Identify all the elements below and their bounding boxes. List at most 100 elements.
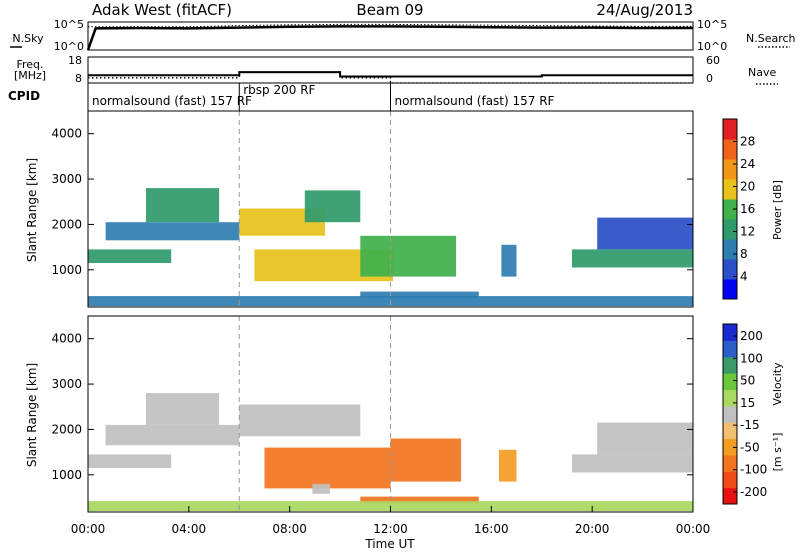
y-tick-label: 2000 [51, 217, 82, 231]
y-tick-label: 3000 [51, 172, 82, 186]
colorbar-tick-label: -50 [740, 440, 760, 454]
time-x-ticks: 00:00 04:00 08:00 12:00 16:00 20:00 00:00 [71, 506, 711, 536]
x-tick-label: 08:00 [272, 522, 307, 536]
beam-title: Beam 09 [356, 1, 423, 19]
colorbar-swatch [723, 340, 737, 358]
colorbar-swatch [723, 119, 737, 140]
colorbar-tick-label: 8 [740, 247, 748, 261]
data-region [572, 249, 693, 268]
data-region [304, 190, 361, 223]
nsky-label: N.Sky [12, 32, 44, 45]
colorbar-tick-label: 12 [740, 225, 755, 239]
velocity-colorbar-unit: [m s⁻¹] [771, 433, 784, 472]
colorbar-swatch [723, 487, 737, 505]
colorbar-swatch [723, 373, 737, 390]
colorbar-swatch [723, 389, 737, 407]
noise-left-tick-top: 10^5 [54, 18, 84, 31]
freq-left-tick-bottom: 8 [75, 72, 82, 85]
colorbar-swatch [723, 179, 737, 200]
y-tick-label: 4000 [51, 332, 82, 346]
colorbar-swatch [723, 454, 737, 472]
colorbar-swatch [723, 199, 737, 220]
colorbar-swatch [723, 139, 737, 160]
power-y-axis-label: Slant Range [km] [25, 158, 39, 262]
colorbar-swatch [723, 438, 737, 456]
x-tick-label: 16:00 [474, 522, 509, 536]
velocity-grid-lines [238, 316, 391, 512]
colorbar-tick-label: 20 [740, 180, 755, 194]
colorbar-tick-label: 15 [740, 396, 755, 410]
frequency-panel: 18 8 60 0 Freq. [MHz] Nave [14, 54, 778, 85]
x-tick-label: 00:00 [71, 522, 106, 536]
y-tick-label: 4000 [51, 127, 82, 141]
velocity-y-axis-label: Slant Range [km] [25, 363, 39, 467]
noise-right-tick-top: 10^5 [697, 18, 727, 31]
noise-right-tick-bottom: 10^0 [697, 40, 727, 53]
colorbar-tick-label: 24 [740, 157, 755, 171]
colorbar-tick-label: 100 [740, 351, 763, 365]
y-tick-label: 1000 [51, 263, 82, 277]
data-region [105, 222, 240, 241]
noise-panel-frame [87, 21, 694, 51]
cpid-segment-label: normalsound (fast) 157 RF [395, 94, 555, 108]
frequency-panel-frame [87, 56, 694, 84]
x-tick-label: 04:00 [172, 522, 207, 536]
cpid-segment-label: rbsp 200 RF [243, 83, 315, 97]
data-region [360, 235, 457, 277]
power-colorbar: 4 8 12 16 20 24 28 [722, 118, 755, 300]
data-region [597, 217, 693, 250]
colorbar-swatch [723, 159, 737, 180]
noise-traces [86, 23, 693, 51]
nave-right-tick-bottom: 0 [706, 72, 713, 85]
data-region [312, 483, 330, 494]
colorbar-swatch [723, 279, 737, 300]
colorbar-swatch [723, 259, 737, 280]
velocity-colorbar: 200 100 50 15 -15 -50 -100 -200 [722, 323, 767, 505]
data-region [498, 449, 517, 482]
data-region [264, 447, 391, 489]
colorbar-swatch [723, 422, 737, 440]
colorbar-tick-label: 4 [740, 270, 748, 284]
y-tick-label: 2000 [51, 422, 82, 436]
frequency-line-freq [88, 71, 693, 78]
colorbar-tick-label: 200 [740, 329, 763, 343]
frequency-traces [88, 71, 693, 84]
nave-label: Nave [748, 66, 776, 79]
colorbar-tick-label: 16 [740, 202, 755, 216]
colorbar-frame [722, 323, 738, 505]
x-tick-label: 00:00 [676, 522, 711, 536]
data-region [597, 422, 693, 455]
power-panel: 1000 2000 3000 4000 Slant Range [km] 4 8 12 16… [25, 110, 784, 308]
data-region [105, 424, 240, 446]
noise-left-tick-bottom: 10^0 [54, 40, 84, 53]
frequency-line-nave [88, 71, 693, 84]
cpid-label: CPID [8, 89, 40, 103]
noise-panel: 10^5 10^0 10^5 10^0 N.Sky N.Search [10, 18, 796, 53]
velocity-panel: 1000 2000 3000 4000 Slant Range [km] 200 100… [25, 315, 784, 551]
noise-line-nsky [86, 25, 693, 51]
colorbar-swatch [723, 219, 737, 240]
data-region [146, 393, 220, 425]
x-tick-label: 20:00 [575, 522, 610, 536]
colorbar-swatch [723, 405, 737, 423]
y-tick-label: 3000 [51, 377, 82, 391]
power-panel-frame [87, 110, 694, 308]
freq-label: Freq. [16, 58, 43, 71]
freq-left-tick-top: 18 [68, 54, 82, 67]
colorbar-swatch [723, 356, 737, 374]
freq-unit-label: [MHz] [14, 69, 46, 82]
colorbar-tick-label: -200 [740, 485, 767, 499]
nave-right-tick-top: 60 [706, 54, 720, 67]
data-region [146, 188, 220, 223]
data-region [572, 454, 693, 473]
power-grid-lines [238, 111, 391, 307]
colorbar-tick-label: -15 [740, 418, 760, 432]
colorbar-tick-label: 50 [740, 374, 755, 388]
power-colorbar-label: Power [dB] [771, 180, 784, 240]
data-region [88, 249, 172, 263]
cpid-segment-label: normalsound (fast) 157 RF [92, 94, 252, 108]
noise-line-nsearch [88, 23, 693, 28]
